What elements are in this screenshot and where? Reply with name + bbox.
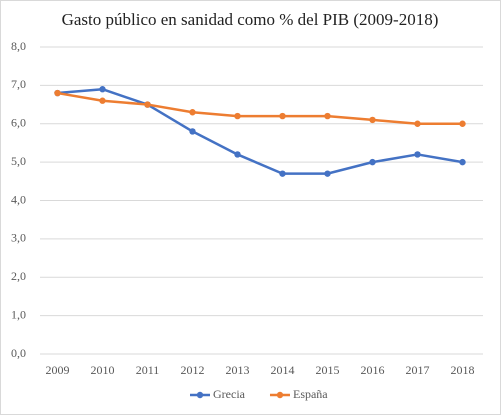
point	[414, 120, 421, 127]
series-line	[57, 91, 463, 125]
point	[234, 151, 241, 158]
chart-title: Gasto público en sanidad como % del PIB …	[62, 10, 439, 29]
point	[459, 158, 466, 166]
x-tick-label: 2013	[226, 363, 250, 377]
y-tick-label: 7,0	[11, 77, 26, 91]
point	[369, 158, 376, 166]
y-tick-label: 2,0	[11, 269, 26, 283]
legend-label: España	[293, 387, 328, 401]
point	[144, 101, 151, 108]
y-tick-label: 3,0	[11, 231, 26, 245]
point	[189, 109, 196, 116]
point	[324, 112, 331, 120]
y-tick-label: 8,0	[11, 39, 26, 53]
x-tick-label: 2017	[406, 363, 430, 377]
x-tick-label: 2012	[181, 363, 205, 377]
point	[279, 112, 286, 120]
legend-marker	[196, 391, 204, 399]
x-tick-label: 2015	[316, 363, 340, 377]
point	[99, 97, 106, 104]
point	[54, 89, 61, 97]
point	[414, 151, 421, 158]
x-tick-label: 2011	[136, 363, 160, 377]
y-tick-label: 4,0	[11, 192, 26, 206]
y-tick-label: 6,0	[11, 116, 26, 130]
point	[459, 120, 466, 127]
legend-label: Grecia	[213, 387, 246, 401]
y-tick-label: 5,0	[11, 154, 26, 168]
y-tick-label: 0,0	[11, 346, 26, 360]
legend-marker	[276, 391, 284, 399]
point	[369, 116, 376, 124]
x-tick-label: 2016	[361, 363, 385, 377]
series-line	[57, 87, 463, 175]
x-tick-label: 2018	[451, 363, 475, 377]
point	[324, 170, 331, 177]
point	[279, 170, 286, 177]
y-tick-label: 1,0	[11, 307, 26, 321]
x-tick-label: 2014	[271, 363, 295, 377]
x-tick-label: 2009	[46, 363, 70, 377]
point	[189, 128, 196, 135]
point	[99, 86, 106, 93]
point	[234, 112, 241, 120]
x-tick-label: 2010	[91, 363, 115, 377]
